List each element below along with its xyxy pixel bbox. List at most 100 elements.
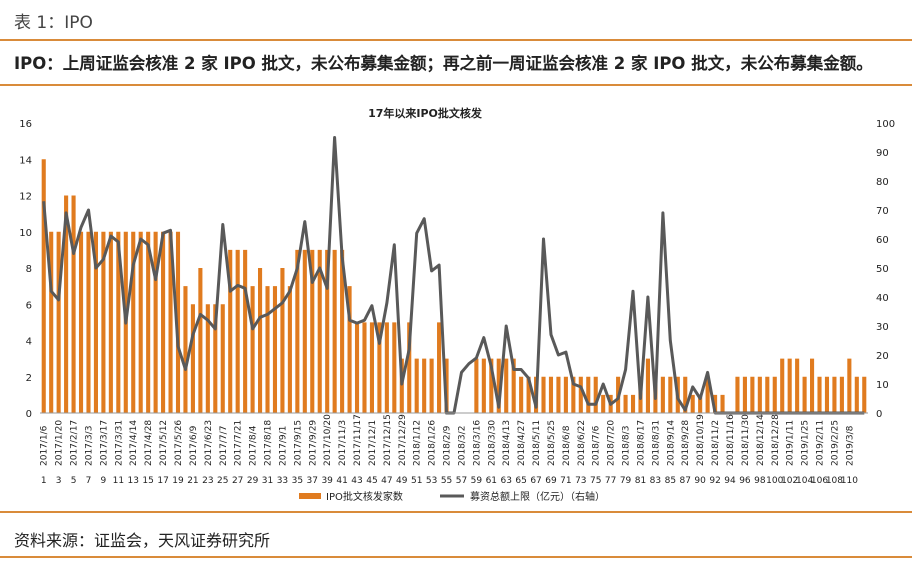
bar [168,231,173,413]
bar [377,322,382,413]
x-index-label: 7 [86,476,92,486]
x-index-label: 81 [635,476,646,486]
bar [742,376,747,413]
bar [780,358,785,413]
right-axis-tick-label: 10 [876,380,889,391]
x-tick-label: 2018/6/8 [562,425,572,466]
right-axis-tick-label: 70 [876,206,889,217]
x-tick-label: 2019/3/8 [845,425,855,466]
bar [526,376,531,413]
bar [369,322,374,413]
x-index-label: 57 [456,476,467,486]
x-tick-label: 2018/9/14 [666,420,676,466]
x-index-label: 96 [739,476,751,486]
x-index-label: 39 [321,476,333,486]
bar [429,358,434,413]
bar [862,376,867,413]
bar [414,358,419,413]
bar [175,231,181,413]
left-axis: 0 2 4 6 8 10 12 14 16 [19,119,32,420]
x-index-label: 69 [545,476,557,486]
x-index-label: 49 [396,476,408,486]
x-index-label: 11 [113,476,124,486]
right-axis-tick-label: 80 [876,177,889,188]
bar [630,394,636,413]
x-index-label: 37 [307,476,318,486]
bar [243,249,248,413]
x-index-label: 25 [217,476,228,486]
x-tick-label: 2019/1/11 [786,420,796,466]
x-index-label: 53 [426,476,437,486]
x-tick-label: 2017/8/18 [264,420,274,466]
legend-bar-swatch [299,493,321,499]
x-tick-label: 2019/2/11 [816,420,826,466]
bar [705,376,710,413]
x-tick-label: 2018/11/30 [741,414,751,466]
legend-bar-label: IPO批文核发家数 [326,490,403,503]
x-index-label: 61 [486,476,497,486]
x-tick-label: 2017/12/15 [383,414,393,466]
bar [750,376,755,413]
bar [504,358,509,413]
headline: IPO：上周证监会核准 2 家 IPO 批文，未公布募集金额；再之前一周证监会核… [14,54,873,73]
middle-rule [0,84,912,86]
bar [645,358,650,413]
left-axis-tick-label: 10 [19,228,32,239]
bar [623,394,628,413]
left-axis-tick-label: 6 [26,300,32,311]
x-tick-label: 2017/11/17 [353,414,363,466]
bar [384,322,389,413]
bar [146,231,151,413]
bar [131,231,136,413]
x-index-label: 100 [766,476,783,486]
bar [213,304,218,413]
right-axis-tick-label: 90 [876,148,889,159]
x-tick-label: 2017/6/9 [189,425,199,466]
left-axis-tick-label: 4 [26,337,32,348]
x-index-label: 1 [41,476,47,486]
bar [586,376,591,413]
right-axis-tick-label: 50 [876,264,889,275]
bar [64,195,69,413]
x-tick-label: 2018/7/20 [607,420,617,466]
bar [817,376,822,413]
x-tick-label: 2019/1/25 [801,420,811,466]
x-tick-label: 2017/3/31 [114,420,124,466]
bar [474,358,479,413]
x-tick-label: 2018/8/3 [622,426,632,466]
bar [407,322,412,413]
bar [41,159,46,413]
x-index-label: 65 [515,476,526,486]
x-tick-label: 2018/4/27 [517,420,527,466]
bar [802,376,807,413]
bar-series [41,159,867,413]
x-index-label: 108 [826,476,843,486]
bar [563,376,568,413]
x-index-label: 73 [575,476,586,486]
x-index-label: 98 [754,476,766,486]
x-tick-label: 2018/10/19 [696,414,706,466]
x-tick-label: 2017/4/28 [144,420,154,466]
bar [317,249,322,413]
x-index-label: 33 [277,476,288,486]
x-tick-label: 2017/9/29 [308,420,318,466]
right-axis-tick-label: 20 [876,351,889,362]
x-tick-label: 2018/9/28 [681,420,691,466]
x-tick-label: 2017/6/23 [204,420,214,466]
bar [660,376,665,413]
bar [138,231,143,413]
bar [287,286,292,413]
legend-line-label: 募资总额上限（亿元）（右轴） [470,490,605,503]
bar [519,376,524,413]
x-tick-label: 2017/10/20 [323,414,333,466]
bar [161,231,166,413]
x-index-label: 59 [471,476,483,486]
bar [489,358,494,413]
x-index-label: 3 [56,476,62,486]
x-axis-index-labels: 1 3 5 7 9 11 13 15 17 19 21 23 25 27 29 31 33 35 37 39 41 43 4… [41,476,858,486]
x-index-label: 41 [336,476,347,486]
bar [354,322,360,413]
source-note: 资料来源：证监会，天风证券研究所 [14,531,271,550]
x-index-label: 55 [441,476,452,486]
bar [690,394,695,413]
